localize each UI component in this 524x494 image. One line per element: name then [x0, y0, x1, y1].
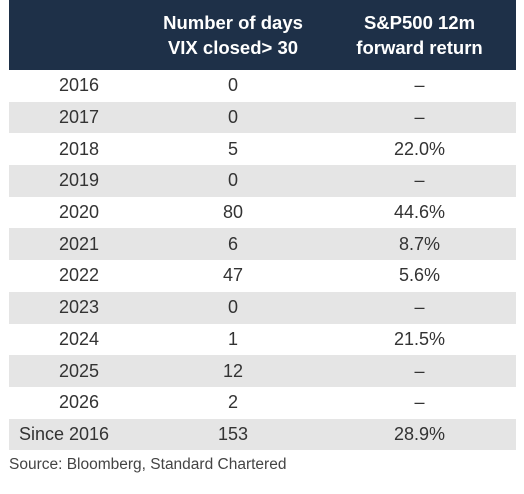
days-cell: 0 [227, 107, 238, 128]
days-cell: 5 [227, 138, 238, 159]
table-row: 2024 1 21.5% [9, 324, 516, 356]
year-cell: 2023 [58, 297, 100, 318]
header-vix-days-line2: VIX closed> 30 [167, 37, 299, 58]
table-header: Number of days VIX closed> 30 S&P500 12m… [9, 0, 516, 70]
days-cell: 12 [222, 360, 244, 381]
table-row: 2016 0 – [9, 70, 516, 102]
vix-table: Number of days VIX closed> 30 S&P500 12m… [9, 0, 516, 451]
table-total-row: Since 2016 153 28.9% [9, 418, 516, 451]
header-vix-days-line1: Number of days [163, 12, 303, 33]
return-cell: 44.6% [393, 202, 446, 223]
table-row: 2019 0 – [9, 165, 516, 197]
year-cell: Since 2016 [19, 423, 110, 444]
header-sp500-line2: forward return [356, 37, 483, 58]
table-row: 2025 12 – [9, 355, 516, 387]
return-cell: – [414, 360, 425, 381]
year-cell: 2017 [58, 107, 100, 128]
year-cell: 2018 [58, 138, 100, 159]
return-cell: 8.7% [398, 233, 441, 254]
year-cell: 2016 [58, 75, 100, 96]
header-sp500-line1: S&P500 12m [363, 12, 476, 33]
year-cell: 2024 [58, 328, 100, 349]
table-row: 2022 47 5.6% [9, 260, 516, 292]
table-row: 2023 0 – [9, 291, 516, 324]
days-cell: 47 [222, 265, 244, 286]
header-sp500-return: S&P500 12m forward return [319, 0, 516, 70]
header-vix-days: Number of days VIX closed> 30 [147, 0, 319, 70]
table-row: 2021 6 8.7% [9, 228, 516, 261]
return-cell: – [414, 170, 425, 191]
return-cell: 22.0% [393, 138, 446, 159]
source-note: Source: Bloomberg, Standard Chartered [9, 456, 287, 473]
table-row: 2017 0 – [9, 101, 516, 134]
days-cell: 6 [227, 233, 238, 254]
return-cell: – [414, 107, 425, 128]
return-cell: – [414, 75, 425, 96]
days-cell: 0 [227, 170, 238, 191]
days-cell: 80 [222, 202, 244, 223]
days-cell: 2 [227, 392, 238, 413]
days-cell: 0 [227, 75, 238, 96]
days-cell: 1 [227, 328, 238, 349]
return-cell: – [414, 392, 425, 413]
year-cell: 2025 [58, 360, 100, 381]
return-cell: 5.6% [398, 265, 441, 286]
return-cell: – [414, 297, 425, 318]
header-year [9, 0, 147, 70]
year-cell: 2021 [58, 233, 100, 254]
table-row: 2018 5 22.0% [9, 133, 516, 165]
year-cell: 2026 [58, 392, 100, 413]
days-cell: 0 [227, 297, 238, 318]
year-cell: 2020 [58, 202, 100, 223]
table-row: 2020 80 44.6% [9, 197, 516, 229]
return-cell: 28.9% [393, 423, 446, 444]
return-cell: 21.5% [393, 328, 446, 349]
year-cell: 2022 [58, 265, 100, 286]
table-row: 2026 2 – [9, 387, 516, 419]
year-cell: 2019 [58, 170, 100, 191]
days-cell: 153 [217, 423, 249, 444]
